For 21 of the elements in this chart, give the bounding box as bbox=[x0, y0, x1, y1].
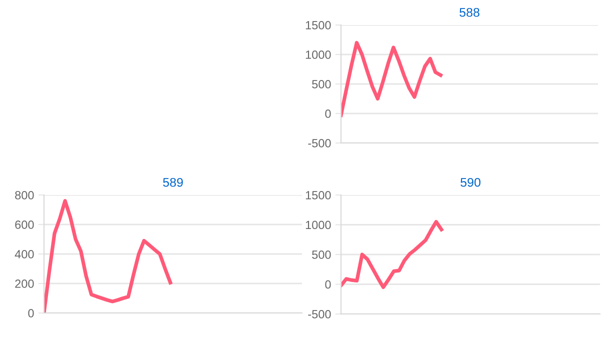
y-tick-label: 1000 bbox=[306, 50, 331, 59]
y-tick-label: 1500 bbox=[306, 21, 331, 30]
line-series bbox=[44, 199, 172, 313]
chart-title: 589 bbox=[163, 178, 183, 187]
line-series bbox=[341, 40, 442, 118]
y-tick-label: 600 bbox=[15, 220, 34, 229]
chart-title: 588 bbox=[460, 8, 480, 17]
y-tick-label: -500 bbox=[308, 139, 331, 148]
y-tick-label: 0 bbox=[325, 110, 331, 118]
y-tick-label: 400 bbox=[14, 250, 34, 258]
line-series bbox=[341, 220, 444, 290]
y-tick-label: 0 bbox=[325, 280, 331, 289]
y-tick-label: 1000 bbox=[306, 220, 331, 230]
chart-title: 590 bbox=[460, 178, 480, 187]
y-tick-label: 1500 bbox=[306, 191, 331, 200]
y-tick-label: -500 bbox=[308, 310, 331, 318]
y-tick-label: 800 bbox=[15, 191, 34, 200]
y-tick-label: 200 bbox=[15, 280, 34, 288]
y-tick-label: 0 bbox=[28, 309, 34, 318]
y-tick-label: 500 bbox=[312, 80, 331, 88]
y-tick-label: 500 bbox=[312, 250, 331, 259]
